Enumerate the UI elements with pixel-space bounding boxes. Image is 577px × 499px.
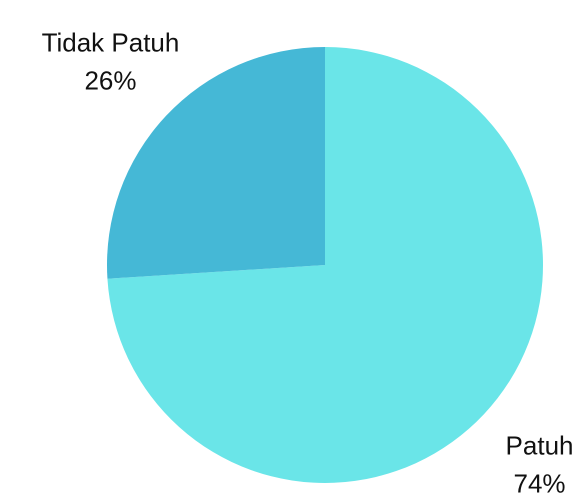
pie-slice [107,47,543,483]
slice-value-label: 26% [84,65,136,95]
slice-label: Patuh [506,430,574,460]
slice-value-label: 74% [514,468,566,494]
pie-slice [107,47,325,279]
slice-label: Tidak Patuh [42,27,180,57]
